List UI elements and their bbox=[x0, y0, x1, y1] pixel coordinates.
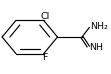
Text: Cl: Cl bbox=[40, 12, 49, 21]
Text: NH₂: NH₂ bbox=[90, 22, 108, 31]
Text: NH: NH bbox=[89, 43, 103, 52]
Text: F: F bbox=[42, 53, 47, 62]
